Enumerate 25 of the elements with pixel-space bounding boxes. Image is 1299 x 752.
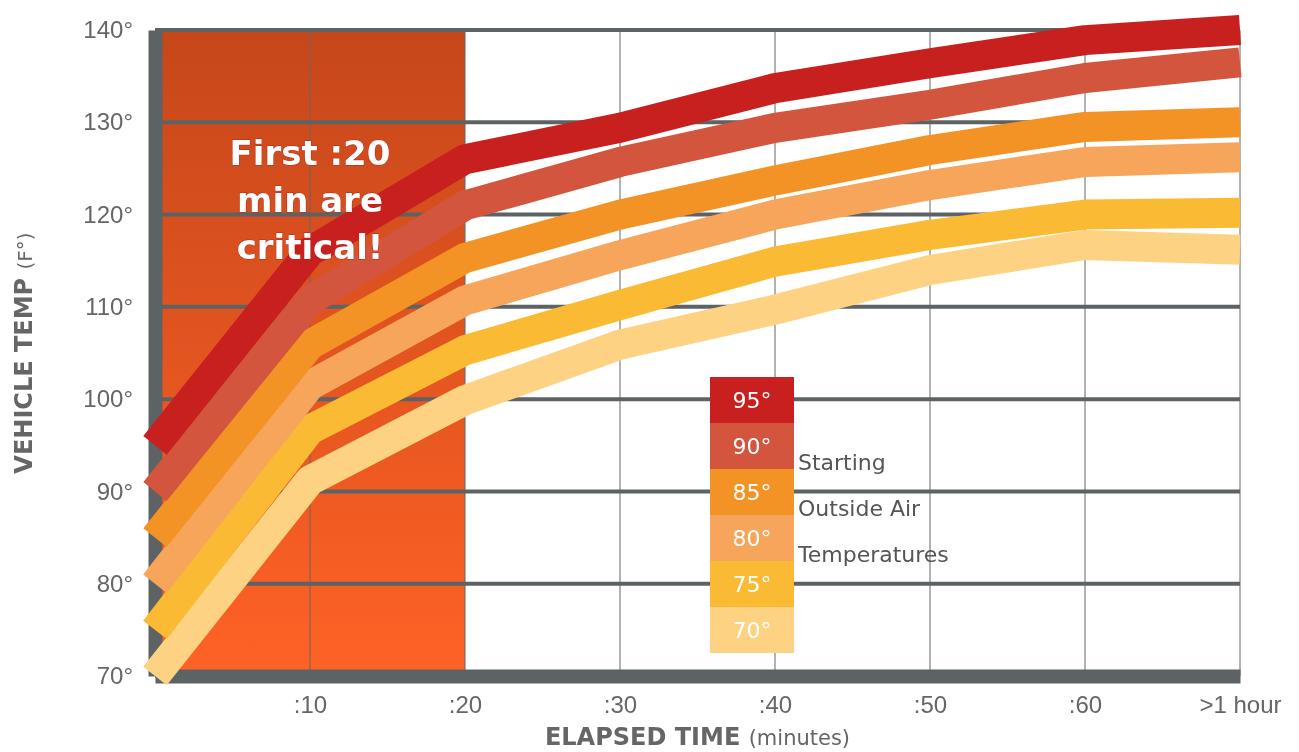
y-tick-label: 90° <box>96 477 133 505</box>
x-axis-title: ELAPSED TIME (minutes) <box>544 723 851 751</box>
text: 80° <box>732 526 772 551</box>
y-axis-title: VEHICLE TEMP (F°) <box>10 232 38 474</box>
text: 95° <box>732 388 772 413</box>
text: 70° <box>732 618 772 643</box>
y-tick-label: 100° <box>83 385 133 413</box>
x-tick-label: :50 <box>913 691 948 719</box>
legend-title: Starting Outside Air Temperatures <box>797 450 949 567</box>
x-tick-label: :60 <box>1068 691 1103 719</box>
text: 85° <box>732 480 772 505</box>
y-tick-label: 140° <box>83 16 133 44</box>
text: 90° <box>732 434 772 459</box>
x-tick-label: :40 <box>758 691 793 719</box>
y-tick-label: 120° <box>83 200 133 228</box>
text: 75° <box>732 572 772 597</box>
band-label: First :20 min are critical! <box>229 133 391 267</box>
y-tick-label: 130° <box>83 108 133 136</box>
x-tick-label: :30 <box>603 691 638 719</box>
x-tick-label: :20 <box>448 691 483 719</box>
x-tick-label: :10 <box>293 691 328 719</box>
y-tick-label: 110° <box>85 293 133 321</box>
y-tick-label: 80° <box>96 569 133 597</box>
x-tick-label: >1 hour <box>1199 691 1282 719</box>
y-tick-label: 70° <box>96 662 133 690</box>
